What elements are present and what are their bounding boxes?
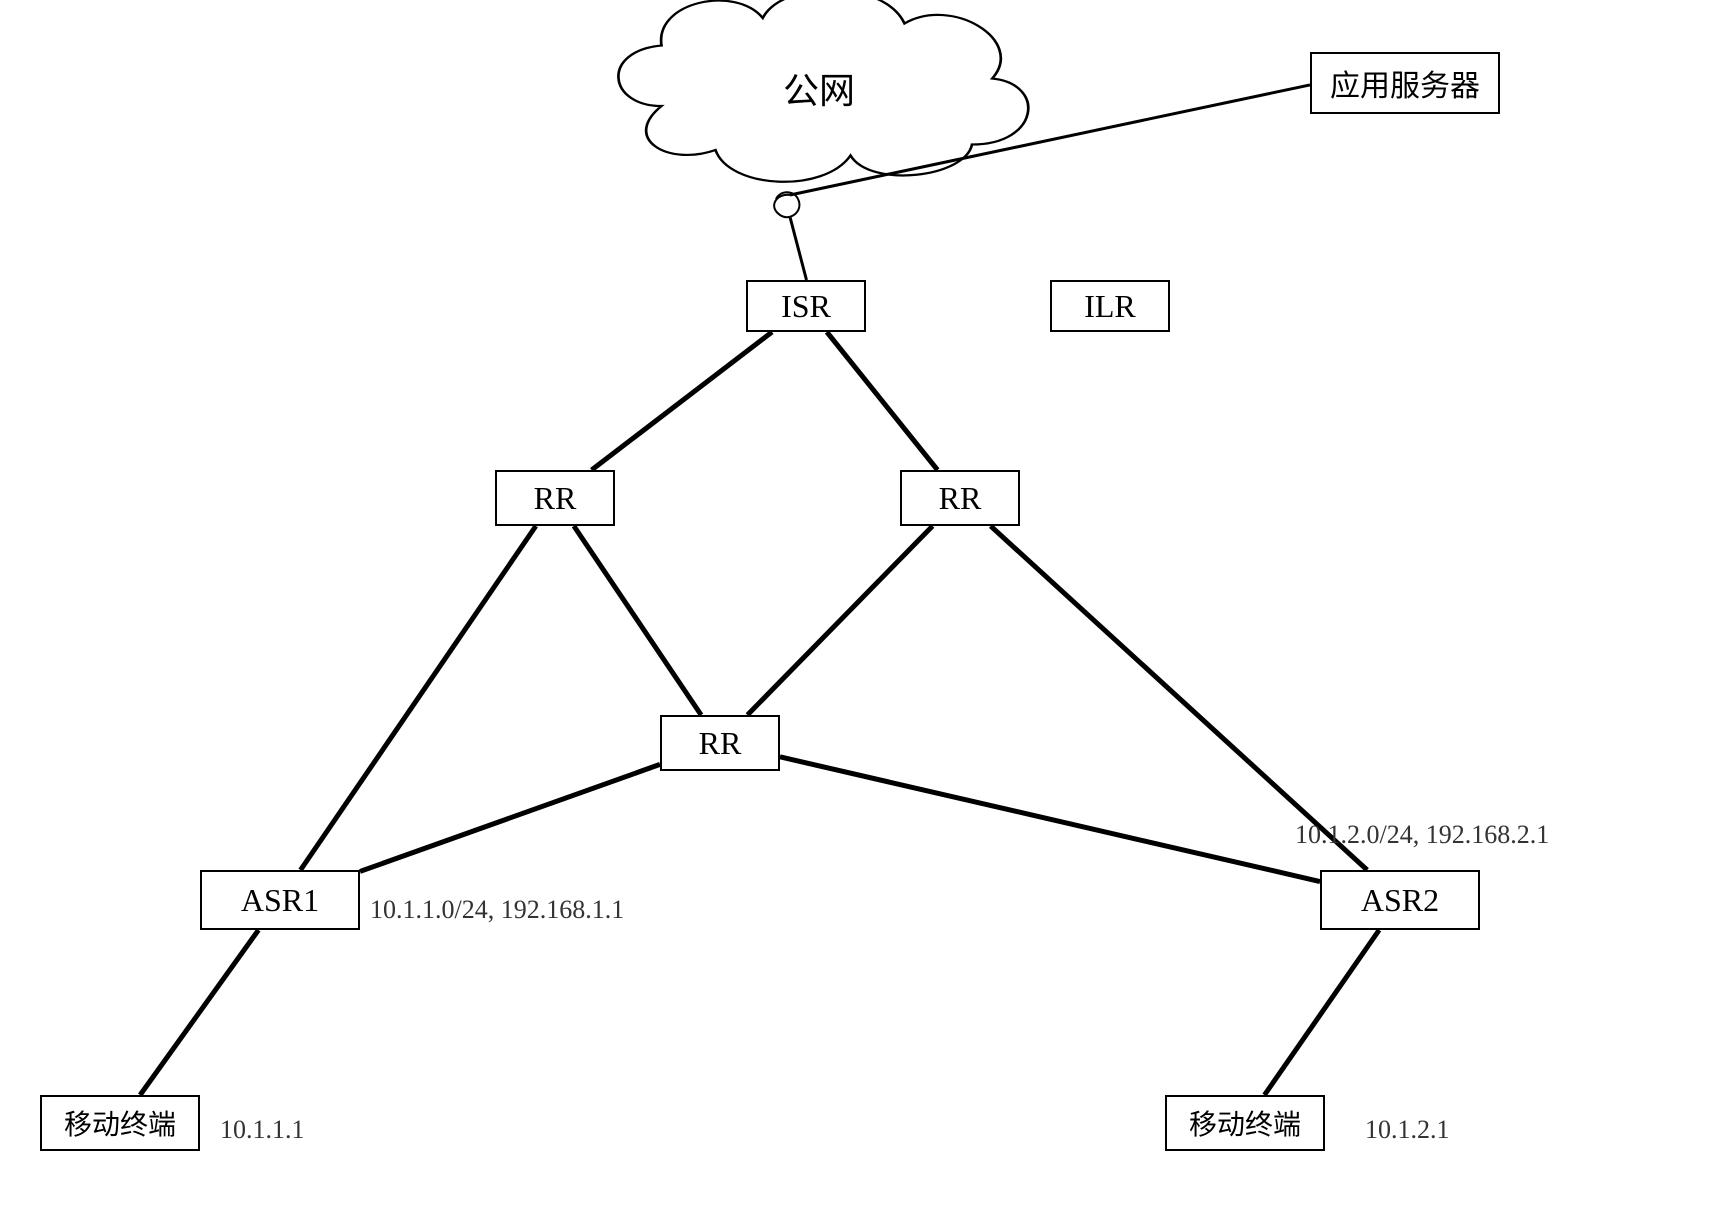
asr2-node: ASR2: [1320, 870, 1480, 930]
rr-right-node: RR: [900, 470, 1020, 526]
asr1-ip-label: 10.1.1.0/24, 192.168.1.1: [370, 895, 624, 925]
mt-right-ip-label: 10.1.2.1: [1365, 1115, 1450, 1145]
rr-center-label: RR: [699, 725, 742, 762]
app-server-label: 应用服务器: [1330, 61, 1480, 105]
asr1-node: ASR1: [200, 870, 360, 930]
mobile-terminal-right-node: 移动终端: [1165, 1095, 1325, 1151]
mt-left-label: 移动终端: [64, 1103, 176, 1143]
mt-left-ip-label: 10.1.1.1: [220, 1115, 305, 1145]
ilr-label: ILR: [1084, 288, 1136, 325]
asr2-label: ASR2: [1361, 882, 1439, 919]
rr-left-node: RR: [495, 470, 615, 526]
mt-right-label: 移动终端: [1189, 1103, 1301, 1143]
rr-left-label: RR: [534, 480, 577, 517]
diagram-connections: [0, 0, 1729, 1228]
mobile-terminal-left-node: 移动终端: [40, 1095, 200, 1151]
app-server-node: 应用服务器: [1310, 52, 1500, 114]
asr1-label: ASR1: [241, 882, 319, 919]
ilr-node: ILR: [1050, 280, 1170, 332]
cloud-label: 公网: [783, 62, 855, 114]
isr-label: ISR: [781, 288, 831, 325]
rr-right-label: RR: [939, 480, 982, 517]
isr-node: ISR: [746, 280, 866, 332]
asr2-ip-label: 10.1.2.0/24, 192.168.2.1: [1295, 820, 1549, 850]
rr-center-node: RR: [660, 715, 780, 771]
